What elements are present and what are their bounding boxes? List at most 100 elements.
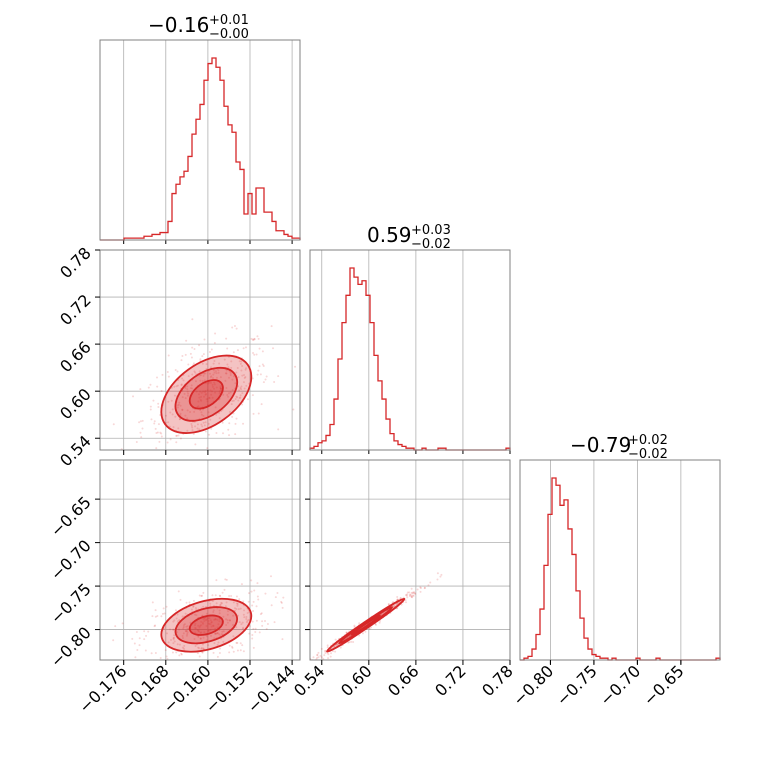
scatter-2-point <box>212 625 215 628</box>
scatter-2-point <box>247 618 250 621</box>
scatter-2-point <box>239 649 242 652</box>
scatter-2-point <box>228 644 231 647</box>
scatter-2-point <box>182 647 185 650</box>
scatter-2-point <box>196 629 199 632</box>
scatter-1-point <box>240 388 243 391</box>
scatter-2-point <box>156 614 159 617</box>
scatter-2-point <box>236 602 239 605</box>
scatter-1-point <box>232 399 235 402</box>
scatter-2-point <box>179 598 182 601</box>
scatter-2-point <box>218 633 221 636</box>
scatter-3-point <box>410 595 413 598</box>
scatter-2-point <box>225 618 228 621</box>
scatter-2-point <box>215 602 218 605</box>
scatter-1-point <box>149 405 152 408</box>
scatter-2-point <box>224 605 227 608</box>
scatter-1-point <box>253 337 256 340</box>
scatter-3-point <box>324 651 327 654</box>
scatter-1-point <box>185 339 188 342</box>
scatter-2-point <box>205 618 208 621</box>
scatter-2-point <box>135 630 138 633</box>
scatter-2-point <box>167 661 169 663</box>
scatter-2-point <box>247 600 250 603</box>
scatter-1-point <box>206 447 209 450</box>
scatter-1-point <box>184 387 187 390</box>
scatter-2-point <box>168 661 170 663</box>
scatter-3-point <box>358 634 361 637</box>
scatter-1-point <box>252 412 255 415</box>
scatter-2-point <box>151 664 153 666</box>
scatter-2-point <box>208 617 211 620</box>
scatter-1-point <box>189 411 192 414</box>
y-axis-row-2: 0.54 0.60 0.66 0.72 0.78 <box>56 243 100 470</box>
scatter-3-point <box>408 595 411 598</box>
scatter-1-point <box>184 397 187 400</box>
scatter-2-point <box>154 624 157 627</box>
scatter-1-point <box>166 441 169 444</box>
scatter-2-point <box>242 600 245 603</box>
scatter-1-point <box>193 348 196 351</box>
scatter-2-point <box>200 624 203 627</box>
scatter-2-point <box>212 611 215 614</box>
scatter-1-point <box>177 434 180 437</box>
scatter-1-point <box>270 325 273 328</box>
scatter-1-point <box>176 384 179 387</box>
x-axis-1-tick-label-5: −0.144 <box>244 661 299 716</box>
scatter-1-point <box>241 374 244 377</box>
scatter-2-point <box>162 607 165 610</box>
scatter-1-point <box>186 453 188 455</box>
scatter-3-point <box>333 645 336 648</box>
scatter-1-point <box>191 346 194 349</box>
scatter-2-point <box>114 625 117 628</box>
scatter-1-point <box>277 375 280 378</box>
scatter-panel-1-3 <box>99 459 301 666</box>
scatter-2-point <box>219 604 222 607</box>
scatter-2-point <box>214 594 217 597</box>
scatter-1-point <box>262 365 265 368</box>
scatter-1-point <box>257 412 260 415</box>
scatter-1-point <box>177 403 180 406</box>
scatter-1-point <box>227 395 230 398</box>
scatter-2-point <box>194 645 197 648</box>
scatter-1-point <box>255 353 258 356</box>
scatter-1-contour-1 <box>160 354 253 434</box>
scatter-1-point <box>220 387 223 390</box>
scatter-1-point <box>181 377 184 380</box>
scatter-1-point <box>208 396 211 399</box>
scatter-2-point <box>248 592 251 595</box>
scatter-2-point <box>236 642 239 645</box>
scatter-1-point <box>208 397 211 400</box>
scatter-2-point <box>214 632 217 635</box>
scatter-1-point <box>219 387 222 390</box>
scatter-3-contour-3 <box>350 614 381 636</box>
scatter-1-point <box>179 437 182 440</box>
scatter-3-point <box>317 651 320 654</box>
scatter-1-point <box>234 382 237 385</box>
scatter-2-point <box>209 619 212 622</box>
scatter-2-point <box>274 596 277 599</box>
scatter-2-point <box>138 644 141 647</box>
scatter-2-point <box>181 635 184 638</box>
scatter-2-point <box>238 621 241 624</box>
scatter-2-point <box>178 643 181 646</box>
scatter-2-point <box>220 601 223 604</box>
scatter-1-point <box>156 385 159 388</box>
scatter-2-point <box>195 614 198 617</box>
scatter-2-point <box>222 630 225 633</box>
scatter-2-point <box>194 622 197 625</box>
scatter-3-point <box>411 596 414 599</box>
scatter-2-point <box>236 649 239 652</box>
scatter-1-point <box>171 413 174 416</box>
scatter-2-point <box>237 608 240 611</box>
scatter-1-point <box>251 394 254 397</box>
scatter-2-point <box>227 610 230 613</box>
scatter-2-point <box>211 600 214 603</box>
scatter-2-point <box>216 618 219 621</box>
scatter-1-point <box>171 408 174 411</box>
scatter-1-point <box>181 408 184 411</box>
scatter-1-point <box>189 387 192 390</box>
y-axis-2-tick-label-1: 0.54 <box>56 432 95 471</box>
scatter-3-point <box>364 630 367 633</box>
scatter-3-point <box>440 573 443 576</box>
scatter-1-point <box>242 381 245 384</box>
